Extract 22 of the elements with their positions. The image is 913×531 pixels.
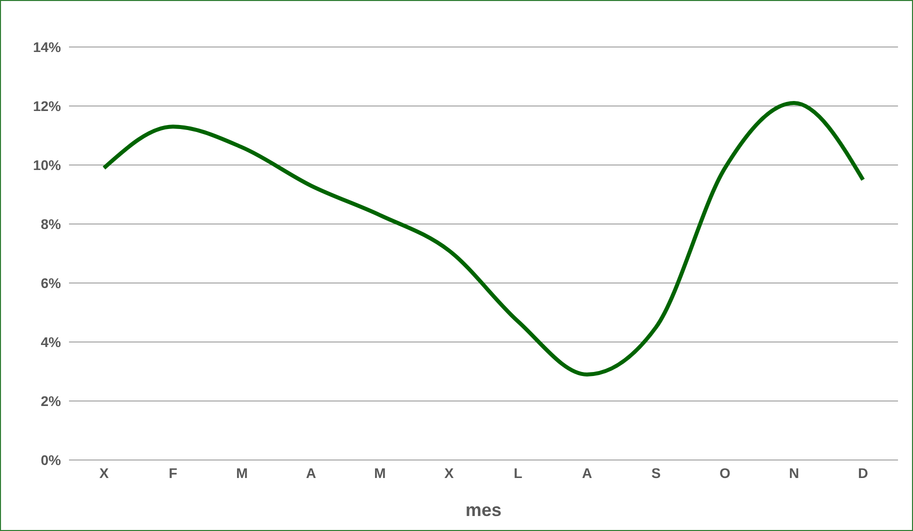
y-tick-label: 10% [32, 156, 62, 173]
x-axis-title: mes [465, 500, 502, 520]
y-tick-label: 2% [40, 392, 62, 409]
x-tick-label: S [651, 464, 661, 481]
y-tick-label: 14% [32, 38, 62, 55]
x-tick-label: N [788, 464, 800, 481]
y-tick-label: 6% [40, 274, 62, 291]
x-tick-label: X [444, 464, 454, 481]
x-tick-label: M [374, 464, 386, 481]
x-tick-label: X [99, 464, 110, 481]
y-tick-label: 4% [40, 334, 62, 350]
x-tick-label: A [306, 464, 316, 481]
x-tick-label: F [168, 464, 178, 481]
x-tick-label: O [720, 464, 731, 481]
x-tick-label: L [514, 464, 523, 481]
line-series [102, 101, 865, 376]
y-tick-label: 12% [32, 98, 62, 114]
x-tick-label: D [858, 464, 868, 481]
x-tick-label: A [582, 464, 592, 481]
x-tick-label: M [236, 464, 248, 481]
y-tick-label: 0% [40, 452, 62, 468]
y-tick-label: 8% [40, 216, 62, 232]
